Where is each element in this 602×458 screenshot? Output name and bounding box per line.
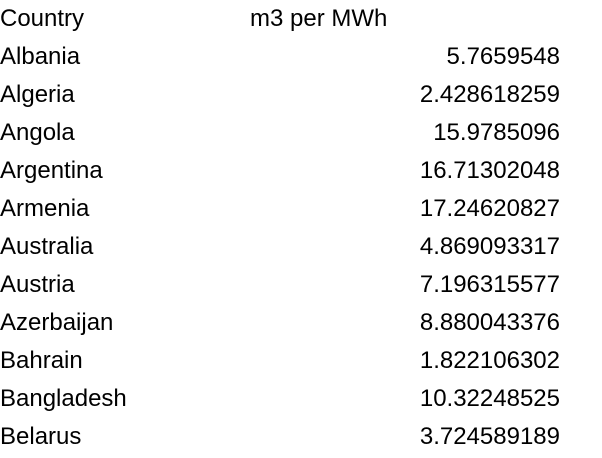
value-cell[interactable]: 5.7659548 (446, 43, 560, 70)
country-cell[interactable]: Bangladesh (0, 385, 127, 412)
country-cell[interactable]: Belarus (0, 423, 82, 450)
table-row: Australia 4.869093317 (0, 228, 560, 266)
country-cell[interactable]: Armenia (0, 195, 90, 222)
value-cell[interactable]: 1.822106302 (419, 347, 560, 374)
table-row: Austria 7.196315577 (0, 266, 560, 304)
header-m3-per-mwh[interactable]: m3 per MWh (250, 5, 388, 32)
table-row: Belarus 3.724589189 (0, 418, 560, 456)
value-cell[interactable]: 16.71302048 (419, 157, 560, 184)
country-cell[interactable]: Algeria (0, 81, 75, 108)
header-row: Country m3 per MWh (0, 0, 560, 38)
country-cell[interactable]: Angola (0, 119, 75, 146)
table-row: Albania 5.7659548 (0, 38, 560, 76)
country-cell[interactable]: Australia (0, 233, 94, 260)
value-cell[interactable]: 15.9785096 (433, 119, 560, 146)
value-cell[interactable]: 3.724589189 (419, 423, 560, 450)
table-row: Angola 15.9785096 (0, 114, 560, 152)
header-country[interactable]: Country (0, 5, 85, 32)
table-row: Argentina 16.71302048 (0, 152, 560, 190)
country-cell[interactable]: Austria (0, 271, 75, 298)
value-cell[interactable]: 8.880043376 (419, 309, 560, 336)
table-row: Armenia 17.24620827 (0, 190, 560, 228)
value-cell[interactable]: 10.32248525 (419, 385, 560, 412)
value-cell[interactable]: 7.196315577 (419, 271, 560, 298)
country-cell[interactable]: Albania (0, 43, 81, 70)
value-cell[interactable]: 2.428618259 (419, 81, 560, 108)
country-cell[interactable]: Argentina (0, 157, 103, 184)
data-table: Country m3 per MWh Albania 5.7659548 Alg… (0, 0, 560, 456)
table-row: Bahrain 1.822106302 (0, 342, 560, 380)
value-cell[interactable]: 4.869093317 (419, 233, 560, 260)
country-cell[interactable]: Bahrain (0, 347, 83, 374)
table-row: Azerbaijan 8.880043376 (0, 304, 560, 342)
table-row: Bangladesh 10.32248525 (0, 380, 560, 418)
table-row: Algeria 2.428618259 (0, 76, 560, 114)
country-cell[interactable]: Azerbaijan (0, 309, 114, 336)
value-cell[interactable]: 17.24620827 (419, 195, 560, 222)
